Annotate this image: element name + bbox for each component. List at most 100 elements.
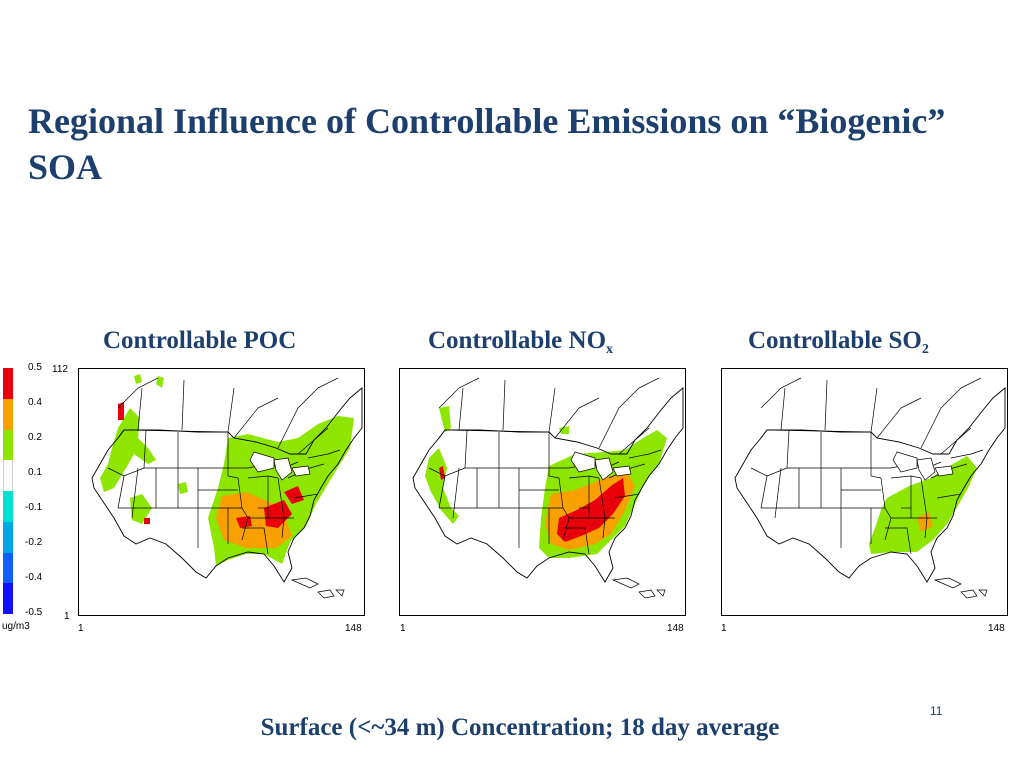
great-lake (570, 451, 596, 473)
legend-swatch (3, 368, 13, 399)
state-border (558, 477, 570, 541)
concentration-region (917, 512, 933, 532)
concentration-region (557, 478, 625, 542)
concentration-region (425, 448, 459, 524)
x-axis-min-label: 1 (400, 623, 406, 634)
state-border (444, 429, 550, 433)
caribbean-island (317, 589, 335, 599)
state-border (950, 449, 984, 459)
state-border (293, 493, 319, 499)
caribbean-island (960, 589, 978, 599)
panel-title-subscript: 2 (921, 342, 929, 357)
legend-tick: -0.1 (25, 502, 43, 513)
state-border (628, 449, 662, 459)
coastline (734, 387, 1006, 583)
x-axis-max-label: 148 (988, 623, 1005, 634)
state-border (876, 397, 922, 439)
x-axis-min-label: 1 (721, 623, 727, 634)
panel-title-poc: Controllable POC (103, 327, 296, 358)
concentration-region (284, 486, 304, 504)
legend-swatch (3, 460, 13, 491)
state-border (117, 475, 125, 509)
state-border (598, 387, 640, 449)
state-border (766, 429, 872, 433)
map-controllable-poc (78, 368, 365, 616)
caribbean-island (611, 577, 640, 589)
state-border (452, 467, 460, 519)
state-border (563, 527, 590, 555)
state-border (780, 387, 786, 431)
legend-swatch (3, 429, 13, 461)
state-border (181, 379, 185, 431)
state-border (143, 429, 147, 469)
state-border (920, 387, 962, 449)
y-axis-min-label: 1 (64, 611, 70, 622)
state-border (438, 475, 446, 509)
state-border (317, 377, 339, 389)
state-border (760, 429, 768, 439)
state-border (824, 379, 828, 431)
state-border (242, 527, 269, 555)
legend-tick: -0.4 (25, 572, 43, 583)
y-axis-max-label: 112 (52, 364, 68, 375)
state-border (554, 397, 600, 439)
great-lake (916, 457, 936, 481)
legend-swatch (3, 552, 13, 584)
legend-swatch (3, 491, 13, 522)
concentration-region (869, 456, 977, 554)
legend-swatch (3, 521, 13, 553)
concentration-region (134, 374, 142, 384)
coastline (91, 387, 363, 583)
state-border (960, 377, 982, 389)
state-border (227, 387, 235, 433)
slide-title: Regional Influence of Controllable Emiss… (28, 101, 946, 187)
state-border (936, 493, 962, 499)
concentration-region (264, 500, 292, 528)
state-border (760, 377, 802, 409)
state-border (548, 387, 556, 433)
state-border (618, 427, 650, 455)
state-border (131, 467, 139, 519)
legend-tick: 0.4 (28, 397, 42, 408)
legend-tick: 0.2 (28, 432, 42, 443)
state-border (438, 429, 446, 439)
state-border (237, 477, 249, 541)
great-lake (291, 465, 311, 477)
concentration-region (439, 406, 451, 432)
caribbean-island (656, 589, 666, 597)
panel-title-text: Controllable POC (103, 327, 297, 354)
concentration-region (130, 494, 152, 524)
legend-tick: 0.1 (28, 467, 42, 478)
slide-number: 11 (930, 704, 943, 718)
state-border (880, 477, 892, 541)
legend-unit: ug/m3 (2, 621, 30, 632)
caribbean-island (290, 577, 319, 589)
state-border (638, 377, 660, 389)
x-axis-max-label: 148 (667, 623, 684, 634)
state-border (227, 432, 239, 479)
concentration-region (559, 426, 569, 434)
state-border (277, 387, 319, 449)
caribbean-island (933, 577, 962, 589)
state-border (760, 475, 768, 509)
state-border (117, 377, 159, 409)
concentration-region (178, 482, 188, 494)
state-border (885, 527, 912, 555)
state-border (548, 432, 560, 479)
panel-title-so2: Controllable SO2 (748, 327, 929, 358)
footer-caption: Surface (<~34 m) Concentration; 18 day a… (260, 714, 780, 741)
state-border (774, 467, 782, 519)
map-controllable-so2 (721, 368, 1008, 616)
concentration-region (156, 376, 164, 388)
great-lake (249, 451, 275, 473)
state-border (458, 387, 464, 431)
state-border (502, 379, 506, 431)
state-border (940, 427, 972, 455)
state-border (870, 387, 878, 433)
great-lake (612, 465, 632, 477)
legend-swatch (3, 398, 13, 430)
legend-swatch (3, 583, 13, 614)
state-border (117, 429, 125, 439)
state-border (307, 449, 341, 459)
state-border (786, 429, 790, 469)
